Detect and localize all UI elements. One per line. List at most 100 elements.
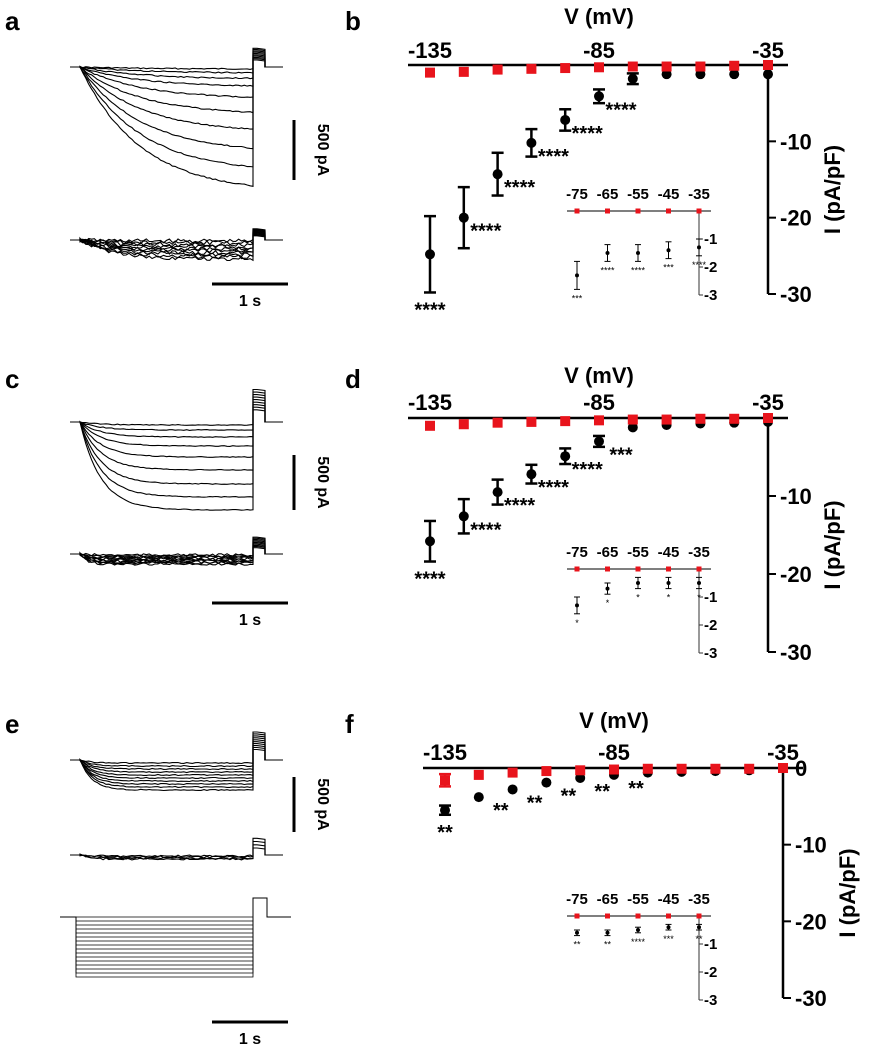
data-point-square	[642, 763, 653, 774]
inset-data-point-square	[635, 208, 641, 214]
inset-significance-stars: ****	[600, 265, 615, 275]
inset-significance-stars: *	[606, 598, 610, 608]
inset-data-point-square	[635, 566, 641, 572]
current-trace	[70, 735, 283, 786]
current-trace	[70, 536, 283, 566]
data-point-square	[541, 766, 552, 777]
inset-data-point-square	[666, 913, 671, 919]
inset-data-point-circle	[575, 930, 579, 935]
data-point-square	[507, 767, 518, 778]
y-tick-label: -10	[795, 833, 827, 858]
inset-control-series: ** ** **** *** **	[573, 923, 703, 950]
significance-stars: **	[527, 792, 543, 814]
current-trace	[70, 54, 283, 98]
x-axis-title: V (mV)	[564, 363, 634, 388]
inset-y-tick-label: -1	[704, 589, 717, 606]
protocol-step	[60, 897, 291, 918]
current-trace	[70, 547, 283, 557]
current-trace	[70, 388, 283, 511]
data-point-square	[526, 416, 537, 427]
current-trace	[70, 399, 283, 458]
data-point-square	[473, 769, 484, 780]
y-tick-label: -30	[780, 282, 812, 307]
data-point-circle	[526, 137, 537, 148]
blocked-series	[425, 413, 773, 431]
x-axis-title: V (mV)	[564, 4, 634, 29]
data-point-square	[729, 60, 740, 71]
inset-data-point-square	[635, 913, 641, 919]
current-trace	[70, 741, 283, 777]
voltage-protocol	[60, 897, 291, 978]
data-point-circle	[763, 69, 773, 80]
significance-stars: **	[493, 800, 509, 822]
data-point-square	[710, 763, 721, 774]
current-trace	[70, 840, 283, 860]
panel-letter-f: f	[345, 709, 354, 739]
trace-family-5	[70, 837, 283, 861]
current-trace	[70, 743, 283, 774]
inset-significance-stars: *	[575, 618, 579, 628]
data-point-square	[778, 763, 788, 773]
control-series: ** ** ** ** ** **	[437, 763, 788, 844]
data-point-circle	[627, 422, 638, 433]
data-point-square	[425, 420, 435, 431]
current-trace	[70, 537, 283, 565]
data-point-circle	[507, 784, 518, 795]
x-tick-label: -135	[408, 38, 452, 63]
inset-data-point-circle	[575, 603, 579, 608]
data-point-circle	[729, 69, 740, 80]
data-point-circle	[541, 777, 552, 788]
current-trace	[70, 235, 283, 244]
inset-data-point-circle	[697, 925, 701, 930]
y-tick-label: -30	[780, 640, 812, 665]
inset-blocked-series	[574, 208, 702, 214]
y-tick-label: -20	[780, 206, 812, 231]
inset-data-point-square	[696, 913, 702, 919]
inset-control-series: ******* **** *** ****	[572, 238, 706, 303]
current-scale-label: 500 pA	[314, 456, 331, 509]
significance-stars: ****	[470, 519, 501, 541]
significance-stars: ****	[538, 477, 569, 499]
current-trace	[70, 847, 283, 858]
current-trace	[70, 746, 283, 768]
protocol-step	[60, 897, 291, 930]
inset-chart-d: -75 -65 -55 -45 -35 -1 -2 -3 * * * * *	[566, 544, 717, 662]
data-point-circle	[594, 91, 604, 102]
current-trace	[70, 745, 283, 771]
data-point-square	[526, 63, 537, 74]
protocol-step	[60, 897, 291, 970]
significance-stars: **	[561, 786, 577, 808]
inset-data-point-square	[666, 208, 671, 214]
data-point-square	[627, 61, 638, 72]
data-point-square	[763, 60, 773, 70]
inset-x-tick-label: -65	[597, 544, 619, 561]
x-tick-label: -85	[583, 390, 615, 415]
data-point-square	[594, 415, 604, 426]
data-point-square	[575, 765, 586, 776]
current-trace	[70, 51, 283, 130]
data-point-circle	[594, 436, 604, 447]
inset-x-tick-label: -55	[627, 186, 649, 203]
protocol-step	[60, 897, 291, 962]
control-series: ************************	[414, 69, 773, 321]
trace-family-3	[70, 536, 283, 566]
data-point-square	[458, 419, 469, 430]
data-point-circle	[458, 212, 469, 223]
data-point-circle	[492, 169, 503, 180]
data-point-square	[560, 63, 571, 74]
y-axis-title: I (pA/pF)	[820, 145, 845, 234]
inset-data-point-circle	[636, 581, 640, 585]
y-tick-label: -10	[780, 484, 812, 509]
inset-blocked-series	[574, 913, 702, 919]
time-scale-label: 1 s	[239, 612, 261, 629]
inset-data-point-square	[574, 913, 580, 919]
inset-y-tick-label: -1	[704, 231, 717, 248]
inset-significance-stars: ***	[572, 293, 583, 303]
data-point-circle	[425, 536, 435, 547]
data-point-circle	[526, 469, 537, 480]
inset-data-point-circle	[605, 251, 610, 255]
control-series: ***********************	[414, 416, 773, 591]
inset-significance-stars: *	[667, 593, 671, 603]
inset-x-tick-label: -75	[566, 891, 588, 908]
